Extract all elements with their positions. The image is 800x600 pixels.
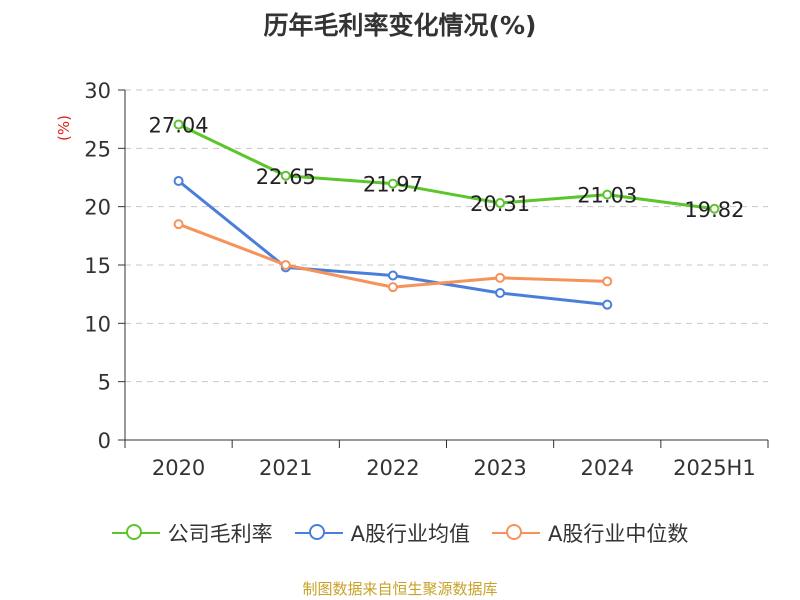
x-tick-label: 2020 (152, 456, 205, 480)
y-axis-title: (%) (55, 115, 73, 141)
data-point-0-4 (602, 189, 613, 200)
data-point-0-5 (709, 203, 720, 214)
data-label: 22.65 (256, 165, 316, 189)
axes: 0 5 10 15 20 25 30 2020 2021 2022 2023 2024 2025H1 (%… (55, 79, 769, 480)
x-tick-label: 2022 (366, 456, 419, 480)
data-label: 21.97 (363, 173, 423, 197)
legend-label: A股行业中位数 (548, 522, 689, 546)
data-point-1-0 (173, 176, 184, 186)
legend-swatch-icon (111, 523, 160, 543)
data-label: 27.04 (149, 114, 209, 138)
legend-item-0[interactable]: 公司毛利率 (111, 518, 273, 548)
y-tick-label: 20 (84, 196, 111, 220)
y-tick-label: 30 (84, 79, 111, 103)
legend-swatch-icon (294, 523, 343, 543)
legend-item-2[interactable]: A股行业中位数 (492, 518, 688, 548)
chart-title: 历年毛利率变化情况(%) (263, 11, 537, 40)
y-tick-label: 15 (84, 254, 111, 278)
data-label: 19.82 (684, 198, 744, 222)
y-tick-label: 25 (84, 137, 111, 161)
data-labels: 27.04 22.65 21.97 20.31 21.03 19.82 (149, 114, 745, 222)
data-point-1-3 (495, 288, 506, 298)
data-point-0-1 (280, 170, 291, 181)
data-point-0-0 (173, 119, 184, 130)
series-layer (173, 119, 720, 310)
x-tick-label: 2021 (259, 456, 312, 480)
data-label: 20.31 (470, 192, 530, 216)
legend[interactable]: 公司毛利率 A股行业均值 A股行业中位数 (0, 518, 800, 548)
data-point-1-4 (602, 299, 613, 310)
data-point-2-2 (387, 282, 398, 293)
data-label: 21.03 (577, 184, 637, 208)
data-point-0-2 (387, 178, 398, 189)
x-tick-label: 2023 (473, 456, 526, 480)
legend-label: A股行业均值 (350, 522, 470, 546)
grid-lines (125, 89, 768, 383)
x-tick-label: 2024 (581, 456, 634, 480)
series-line-0 (177, 123, 715, 211)
data-point-2-0 (173, 219, 184, 230)
data-point-2-4 (602, 276, 613, 287)
legend-item-1[interactable]: A股行业均值 (294, 518, 470, 548)
source-note: 制图数据来自恒生聚源数据库 (302, 580, 498, 598)
data-point-0-3 (495, 198, 506, 209)
data-point-2-1 (280, 260, 291, 270)
x-tick-label: 2025H1 (673, 456, 756, 480)
legend-swatch-icon (492, 523, 540, 543)
y-tick-label: 10 (84, 312, 111, 336)
data-point-1-2 (387, 270, 398, 281)
y-tick-label: 5 (98, 371, 111, 395)
data-point-2-3 (495, 272, 506, 283)
y-tick-label: 0 (98, 429, 111, 453)
legend-label: 公司毛利率 (167, 522, 273, 546)
